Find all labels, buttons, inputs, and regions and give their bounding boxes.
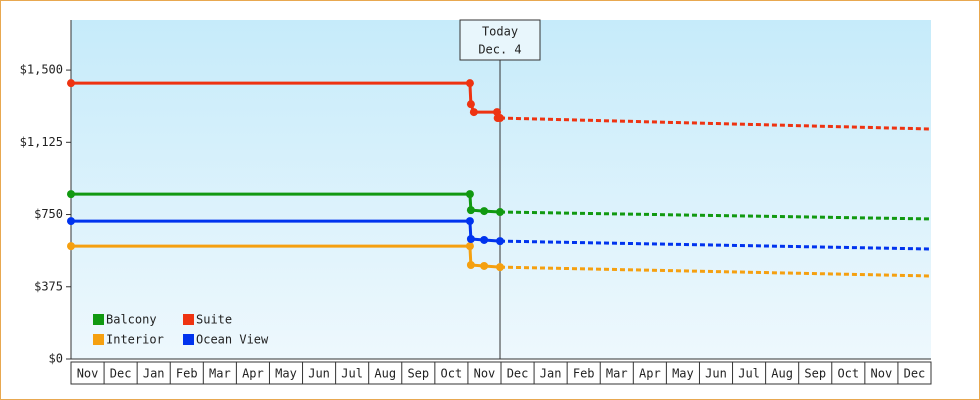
- x-tick-label: Jan: [143, 367, 165, 381]
- legend-label: Balcony: [106, 313, 157, 327]
- legend-label: Interior: [106, 333, 164, 347]
- x-tick-label: Aug: [771, 367, 793, 381]
- data-point: [466, 206, 475, 215]
- x-tick-label: Aug: [374, 367, 396, 381]
- x-tick-label: Oct: [837, 367, 859, 381]
- data-point: [67, 242, 75, 251]
- data-point: [496, 114, 505, 123]
- legend-label: Suite: [196, 313, 232, 327]
- data-point: [466, 100, 475, 109]
- legend-swatch: [183, 334, 194, 345]
- data-point: [466, 261, 475, 270]
- x-tick-label: Apr: [242, 367, 264, 381]
- legend-swatch: [183, 314, 194, 325]
- today-label: Dec. 4: [478, 43, 521, 57]
- x-tick-label: Dec: [904, 367, 926, 381]
- data-point: [480, 261, 489, 270]
- data-point: [496, 263, 505, 272]
- data-point: [465, 190, 474, 199]
- x-tick-label: Dec: [507, 367, 529, 381]
- data-point: [465, 79, 474, 88]
- data-point: [465, 242, 474, 251]
- plot-area: [71, 20, 931, 359]
- x-tick-label: Sep: [407, 367, 429, 381]
- x-tick-label: Dec: [110, 367, 132, 381]
- x-tick-label: Sep: [804, 367, 826, 381]
- x-tick-label: Nov: [871, 367, 893, 381]
- data-point: [465, 217, 474, 226]
- data-point: [480, 207, 489, 216]
- x-tick-label: Nov: [474, 367, 496, 381]
- y-tick-label: $1,125: [20, 135, 63, 149]
- data-point: [469, 108, 478, 117]
- x-tick-label: Apr: [639, 367, 661, 381]
- x-tick-label: Jan: [540, 367, 562, 381]
- legend-swatch: [93, 334, 104, 345]
- x-tick-label: Feb: [573, 367, 595, 381]
- data-point: [480, 235, 489, 244]
- data-point: [466, 235, 475, 244]
- y-tick-label: $1,500: [20, 63, 63, 77]
- x-tick-label: Mar: [209, 367, 231, 381]
- data-point: [493, 108, 502, 117]
- y-tick-label: $0: [49, 352, 63, 366]
- legend-swatch: [93, 314, 104, 325]
- today-label: Today: [482, 25, 518, 39]
- y-tick-label: $750: [34, 207, 63, 221]
- y-tick-label: $375: [34, 279, 63, 293]
- today-box: [459, 19, 541, 61]
- x-tick-label: Jul: [738, 367, 760, 381]
- x-tick-label: Jun: [308, 367, 330, 381]
- x-tick-label: Mar: [606, 367, 628, 381]
- data-point: [67, 190, 75, 199]
- data-point: [67, 217, 75, 226]
- x-tick-label: Jul: [341, 367, 363, 381]
- data-point: [496, 208, 505, 217]
- x-tick-label: Jun: [705, 367, 727, 381]
- x-tick-label: May: [672, 367, 694, 381]
- x-tick-label: Nov: [77, 367, 99, 381]
- data-point: [496, 237, 505, 246]
- x-tick-label: Oct: [441, 367, 463, 381]
- legend-label: Ocean View: [196, 333, 269, 347]
- x-tick-label: May: [275, 367, 297, 381]
- data-point: [67, 79, 75, 88]
- x-tick-label: Feb: [176, 367, 198, 381]
